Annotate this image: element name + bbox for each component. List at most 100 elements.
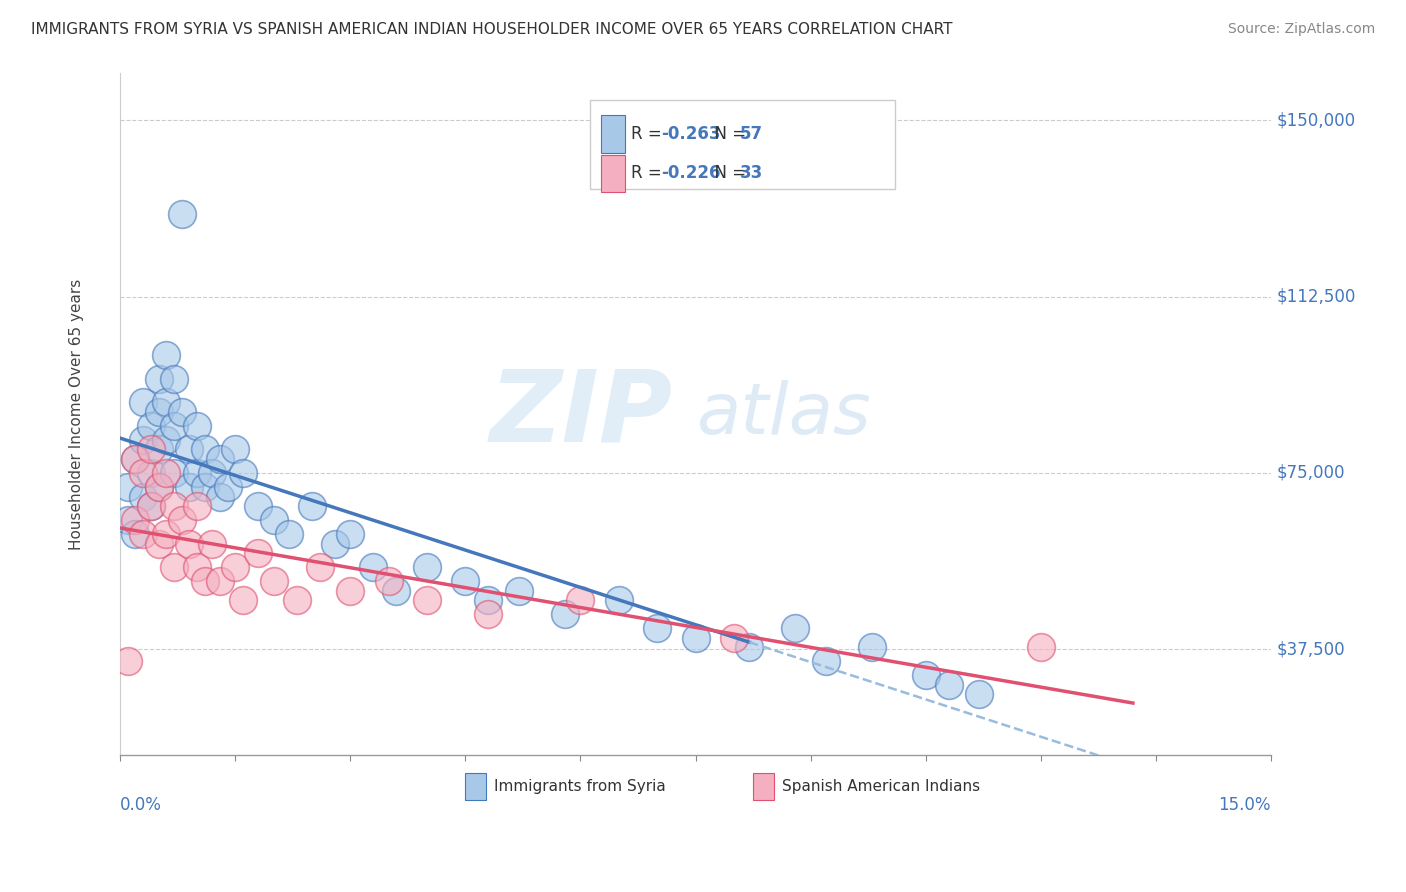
Point [193, 574, 215, 589]
Point [193, 442, 215, 457]
Point [263, 513, 285, 527]
Point [193, 480, 215, 494]
Point [363, 560, 385, 574]
Point [814, 654, 837, 668]
Point [170, 207, 193, 221]
Point [339, 527, 361, 541]
Text: $112,500: $112,500 [1277, 287, 1357, 306]
Point [377, 574, 399, 589]
Point [124, 451, 146, 466]
Point [148, 442, 170, 457]
Point [208, 574, 231, 589]
Text: Spanish American Indians: Spanish American Indians [782, 779, 980, 794]
Point [139, 442, 162, 457]
Point [148, 480, 170, 494]
Point [308, 560, 330, 574]
Point [155, 466, 177, 480]
Text: R =: R = [631, 164, 668, 182]
Point [139, 499, 162, 513]
Point [155, 527, 177, 541]
Point [285, 593, 308, 607]
Point [132, 433, 155, 447]
Point [201, 466, 224, 480]
Point [232, 466, 254, 480]
Point [117, 513, 139, 527]
Point [645, 621, 668, 635]
Point [148, 372, 170, 386]
Point [186, 560, 208, 574]
Point [186, 499, 208, 513]
Point [938, 678, 960, 692]
Point [163, 372, 186, 386]
Point [163, 560, 186, 574]
Point [969, 687, 991, 701]
Text: Source: ZipAtlas.com: Source: ZipAtlas.com [1227, 22, 1375, 37]
Text: -0.226: -0.226 [661, 164, 720, 182]
Point [132, 490, 155, 504]
Text: atlas: atlas [696, 380, 870, 449]
Point [163, 466, 186, 480]
Point [117, 480, 139, 494]
Point [607, 593, 630, 607]
Point [170, 513, 193, 527]
Point [186, 418, 208, 433]
Point [477, 607, 499, 622]
Point [339, 583, 361, 598]
Point [554, 607, 576, 622]
Point [454, 574, 477, 589]
Point [416, 593, 439, 607]
Point [247, 499, 270, 513]
Point [224, 560, 246, 574]
Text: Immigrants from Syria: Immigrants from Syria [494, 779, 666, 794]
Point [301, 499, 323, 513]
Point [124, 513, 146, 527]
Point [263, 574, 285, 589]
Text: IMMIGRANTS FROM SYRIA VS SPANISH AMERICAN INDIAN HOUSEHOLDER INCOME OVER 65 YEAR: IMMIGRANTS FROM SYRIA VS SPANISH AMERICA… [31, 22, 952, 37]
Point [155, 433, 177, 447]
Text: 15.0%: 15.0% [1219, 797, 1271, 814]
Text: N =: N = [704, 125, 752, 143]
Text: 0.0%: 0.0% [120, 797, 162, 814]
Point [416, 560, 439, 574]
Point [217, 480, 239, 494]
Point [124, 527, 146, 541]
Point [132, 395, 155, 409]
Point [132, 466, 155, 480]
Point [132, 527, 155, 541]
Point [139, 418, 162, 433]
Point [148, 536, 170, 550]
Point [723, 631, 745, 645]
Point [170, 405, 193, 419]
Point [201, 536, 224, 550]
Point [124, 451, 146, 466]
Point [148, 480, 170, 494]
Point [914, 668, 936, 682]
Text: R =: R = [631, 125, 668, 143]
Point [163, 499, 186, 513]
Text: $37,500: $37,500 [1277, 640, 1346, 658]
Point [224, 442, 246, 457]
Point [232, 593, 254, 607]
Point [323, 536, 346, 550]
Point [139, 499, 162, 513]
Text: Householder Income Over 65 years: Householder Income Over 65 years [69, 278, 84, 549]
Point [117, 654, 139, 668]
Point [738, 640, 761, 654]
Text: $150,000: $150,000 [1277, 111, 1355, 129]
Point [1029, 640, 1052, 654]
Point [247, 546, 270, 560]
Point [186, 466, 208, 480]
Point [139, 466, 162, 480]
Point [148, 405, 170, 419]
Text: N =: N = [704, 164, 752, 182]
Text: 33: 33 [740, 164, 763, 182]
Text: 57: 57 [740, 125, 763, 143]
Point [179, 536, 201, 550]
Text: ZIP: ZIP [489, 366, 672, 463]
Point [179, 442, 201, 457]
Point [278, 527, 301, 541]
Point [208, 490, 231, 504]
Point [508, 583, 530, 598]
Point [477, 593, 499, 607]
Text: -0.263: -0.263 [661, 125, 720, 143]
